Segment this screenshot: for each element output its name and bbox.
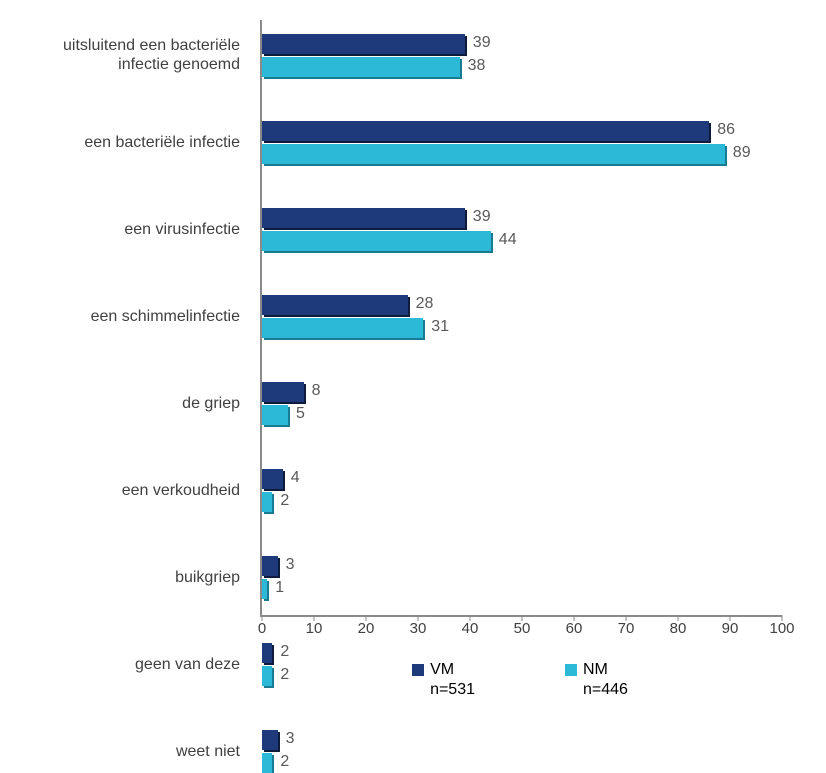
bar-vm <box>262 556 278 576</box>
bar-vm <box>262 121 709 141</box>
category-label-line1: uitsluitend een bacteriële <box>63 37 240 54</box>
category-label-line1: een bacteriële infectie <box>84 134 240 151</box>
category-label-line1: een verkoudheid <box>122 482 240 499</box>
bar-nm <box>262 231 491 251</box>
legend-item-vm: VM n=531 <box>412 660 475 700</box>
category-label: weet niet <box>0 742 240 761</box>
legend-n-nm: n=446 <box>583 680 628 700</box>
bar-value-vm: 2 <box>280 642 289 662</box>
x-tick-label: 50 <box>514 620 531 637</box>
legend-series-vm: VM <box>430 660 475 680</box>
bar-vm <box>262 730 278 750</box>
plot-area: 0102030405060708090100393886893944283185… <box>260 20 782 617</box>
bar-vm <box>262 382 304 402</box>
bar-nm <box>262 492 272 512</box>
legend-text-nm: NM n=446 <box>583 660 628 700</box>
bar-value-nm: 31 <box>431 317 449 337</box>
category-label: uitsluitend een bacteriële infectie genoe… <box>0 36 240 74</box>
x-tick-label: 40 <box>462 620 479 637</box>
legend-n-vm: n=531 <box>430 680 475 700</box>
bar-value-nm: 44 <box>499 230 517 250</box>
category-label-line1: een schimmelinfectie <box>91 308 240 325</box>
category-label: geen van deze <box>0 655 240 674</box>
category-label-line2: infectie genoemd <box>118 56 240 73</box>
legend-series-nm: NM <box>583 660 628 680</box>
bar-value-nm: 5 <box>296 404 305 424</box>
category-label-line1: de griep <box>182 395 240 412</box>
bar-vm <box>262 469 283 489</box>
x-tick-label: 20 <box>358 620 375 637</box>
category-label: buikgriep <box>0 568 240 587</box>
x-tick-label: 80 <box>670 620 687 637</box>
x-tick-label: 60 <box>566 620 583 637</box>
bar-value-nm: 1 <box>275 578 284 598</box>
category-label: een schimmelinfectie <box>0 307 240 326</box>
bar-value-vm: 4 <box>291 468 300 488</box>
bar-value-vm: 3 <box>286 729 295 749</box>
bar-nm <box>262 318 423 338</box>
bar-nm <box>262 144 725 164</box>
bar-vm <box>262 208 465 228</box>
bar-value-nm: 2 <box>280 752 289 772</box>
category-label: de griep <box>0 394 240 413</box>
x-tick-label: 90 <box>722 620 739 637</box>
chart-container: 0 10 20 30 40 50 60 70 80 90 100 39 38 86 89 39 44 28 31 85… <box>0 0 826 708</box>
bar-value-vm: 8 <box>312 381 321 401</box>
legend-swatch-vm <box>412 664 424 676</box>
bar-value-vm: 86 <box>717 120 735 140</box>
bar-nm <box>262 753 272 773</box>
bar-nm <box>262 405 288 425</box>
legend-text-vm: VM n=531 <box>430 660 475 700</box>
category-label-line1: een virusinfectie <box>124 221 240 238</box>
bar-nm <box>262 57 460 77</box>
x-tick-label: 70 <box>618 620 635 637</box>
x-tick-label: 0 <box>258 620 266 637</box>
category-label: een virusinfectie <box>0 220 240 239</box>
category-label-line1: geen van deze <box>135 656 240 673</box>
bar-value-vm: 28 <box>416 294 434 314</box>
x-tick-label: 10 <box>306 620 323 637</box>
bar-value-vm: 3 <box>286 555 295 575</box>
legend-item-nm: NM n=446 <box>565 660 628 700</box>
category-label: een bacteriële infectie <box>0 133 240 152</box>
category-label-line1: buikgriep <box>175 569 240 586</box>
bar-value-nm: 38 <box>468 56 486 76</box>
bar-nm <box>262 579 267 599</box>
category-label: een verkoudheid <box>0 481 240 500</box>
bar-value-vm: 39 <box>473 207 491 227</box>
legend: VM n=531 NM n=446 <box>260 660 780 700</box>
legend-swatch-nm <box>565 664 577 676</box>
bar-value-vm: 39 <box>473 33 491 53</box>
bar-value-nm: 2 <box>280 491 289 511</box>
bar-vm <box>262 34 465 54</box>
bar-vm <box>262 295 408 315</box>
bar-value-nm: 89 <box>733 143 751 163</box>
x-tick-label: 100 <box>769 620 794 637</box>
x-tick-label: 30 <box>410 620 427 637</box>
category-label-line1: weet niet <box>176 743 240 760</box>
